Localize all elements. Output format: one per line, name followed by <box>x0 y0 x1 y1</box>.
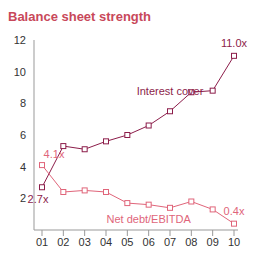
svg-text:Net debt/EBITDA: Net debt/EBITDA <box>106 213 191 225</box>
svg-text:2.7x: 2.7x <box>28 193 49 205</box>
svg-text:03: 03 <box>79 236 91 248</box>
svg-text:04: 04 <box>100 236 112 248</box>
svg-text:11.0x: 11.0x <box>221 37 248 49</box>
svg-text:01: 01 <box>36 236 48 248</box>
svg-text:09: 09 <box>207 236 219 248</box>
svg-text:0.4x: 0.4x <box>224 205 245 217</box>
svg-text:02: 02 <box>57 236 69 248</box>
svg-text:8: 8 <box>20 97 26 109</box>
svg-text:4: 4 <box>20 161 26 173</box>
svg-text:06: 06 <box>143 236 155 248</box>
svg-text:10: 10 <box>14 66 26 78</box>
svg-text:4.1x: 4.1x <box>44 148 65 160</box>
svg-text:05: 05 <box>121 236 133 248</box>
html-text:Balance sheet strength: Balance sheet strength <box>8 9 151 24</box>
svg-text:Interest cover: Interest cover <box>137 85 204 97</box>
svg-text:07: 07 <box>164 236 176 248</box>
svg-text:08: 08 <box>185 236 197 248</box>
svg-text:2: 2 <box>20 192 26 204</box>
svg-text:10: 10 <box>228 236 240 248</box>
svg-text:6: 6 <box>20 129 26 141</box>
svg-text:12: 12 <box>14 34 26 46</box>
